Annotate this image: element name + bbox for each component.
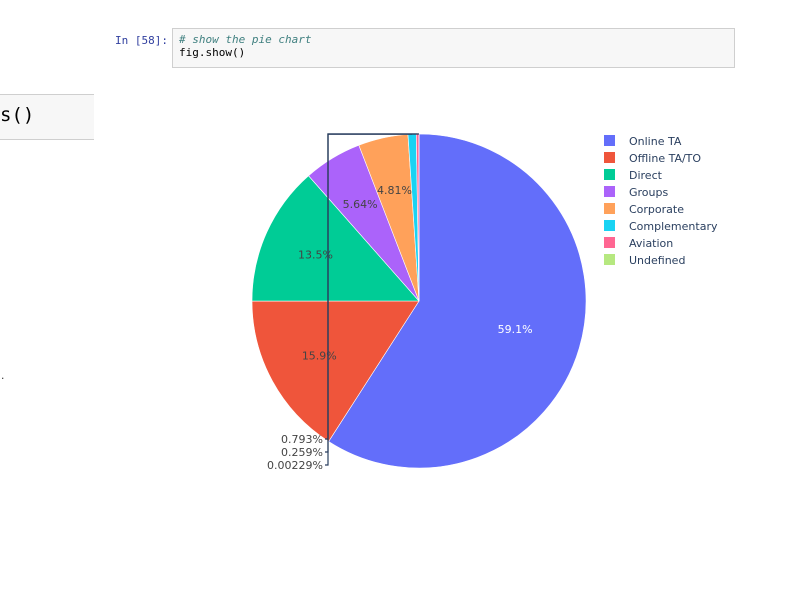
slice-label: 0.793%: [281, 433, 323, 446]
slice-label: 5.64%: [343, 198, 378, 211]
pie-slice-1[interactable]: [251, 300, 420, 442]
previous-code-text: s(): [0, 104, 35, 126]
legend-item[interactable]: Complementary: [604, 220, 718, 233]
cell-prompt: In [58]:: [115, 34, 168, 47]
pie-labels: 59.1% 15.9% 13.5% 5.64%4.81% 0.793%0.259%0.0…: [267, 133, 533, 472]
slice-leader-line: [325, 133, 419, 466]
legend-item[interactable]: Direct: [604, 169, 663, 182]
code-cell[interactable]: # show the pie chart fig.show(): [172, 28, 735, 68]
legend-swatch: [604, 152, 615, 163]
legend-label: Undefined: [629, 254, 685, 267]
code-comment: # show the pie chart: [179, 33, 312, 46]
legend-label: Online TA: [629, 135, 682, 148]
pie-slice-0[interactable]: [328, 133, 587, 469]
legend-item[interactable]: Offline TA/TO: [604, 152, 701, 165]
legend-swatch: [604, 169, 615, 180]
slice-label: 0.00229%: [267, 459, 323, 472]
pie-slices: [251, 133, 587, 469]
legend-item[interactable]: Aviation: [604, 237, 673, 250]
slice-label: 13.5%: [298, 248, 333, 261]
left-output-fragment: .: [0, 372, 6, 382]
slice-label: 15.9%: [302, 349, 337, 362]
legend-item[interactable]: Undefined: [604, 254, 685, 267]
legend-swatch: [604, 186, 615, 197]
legend-label: Direct: [629, 169, 663, 182]
legend-item[interactable]: Online TA: [604, 135, 682, 148]
legend-swatch: [604, 237, 615, 248]
previous-code-cell[interactable]: s(): [0, 94, 94, 140]
legend-swatch: [604, 135, 615, 146]
legend-swatch: [604, 220, 615, 231]
code-line: fig.show(): [179, 46, 246, 59]
legend-label: Groups: [629, 186, 668, 199]
legend-swatch: [604, 203, 615, 214]
legend-swatch: [604, 254, 615, 265]
legend: Online TA Offline TA/TO Direct Groups Corpor…: [604, 135, 718, 267]
slice-label: 4.81%: [377, 184, 412, 197]
pie-slice-2[interactable]: [251, 175, 420, 302]
slice-label: 59.1%: [498, 323, 533, 336]
legend-label: Corporate: [629, 203, 684, 216]
legend-item[interactable]: Groups: [604, 186, 668, 199]
legend-label: Complementary: [629, 220, 718, 233]
legend-label: Aviation: [629, 237, 673, 250]
slice-label: 0.259%: [281, 446, 323, 459]
legend-item[interactable]: Corporate: [604, 203, 684, 216]
legend-label: Offline TA/TO: [629, 152, 701, 165]
